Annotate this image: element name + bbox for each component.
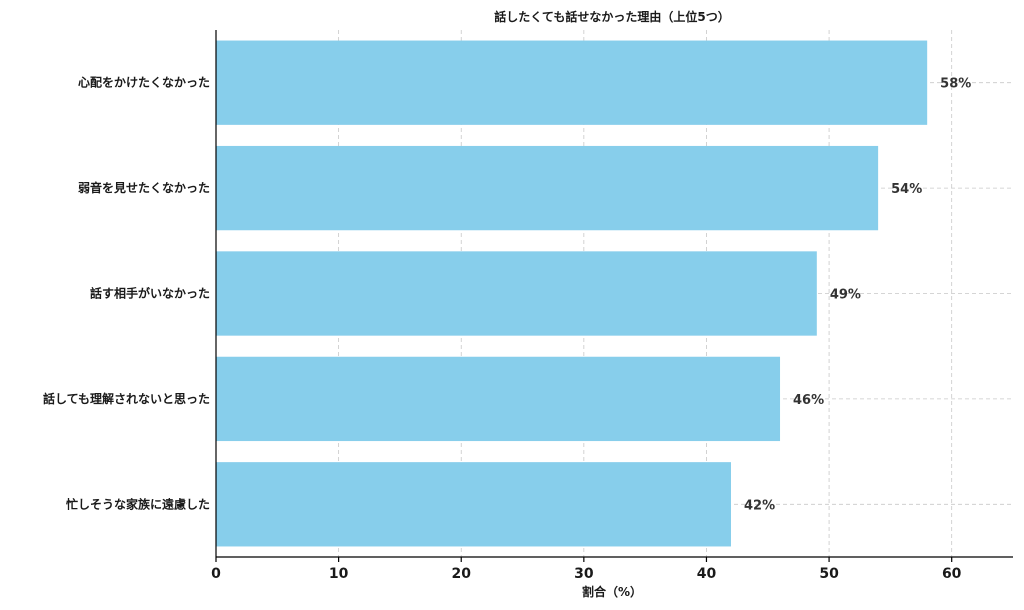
- x-tick-label: 30: [574, 566, 594, 582]
- x-axis-label: 割合（%）: [582, 584, 642, 599]
- x-tick-label: 50: [819, 566, 839, 582]
- labels: 心配をかけたくなかった 58% 弱音を見せたくなかった 54% 話す相手がいなかった 49…: [43, 75, 971, 582]
- data-label: 42%: [744, 498, 775, 513]
- bar: [216, 356, 781, 442]
- category-label: 弱音を見せたくなかった: [78, 180, 210, 195]
- bar: [216, 145, 879, 231]
- category-label: 忙しそうな家族に遠慮した: [66, 496, 210, 511]
- x-tick-label: 20: [451, 566, 471, 582]
- data-label: 46%: [793, 393, 824, 408]
- x-tick-label: 10: [329, 566, 349, 582]
- bars: [216, 40, 928, 547]
- category-label: 心配をかけたくなかった: [78, 75, 210, 90]
- data-label: 54%: [891, 182, 922, 197]
- bar: [216, 462, 731, 547]
- category-label: 話す相手がいなかった: [90, 286, 210, 301]
- data-label: 58%: [940, 77, 971, 92]
- bar: [216, 251, 817, 336]
- bar: [216, 40, 928, 125]
- chart-title: 話したくても話せなかった理由（上位5つ）: [494, 9, 729, 24]
- x-tick-label: 40: [697, 566, 717, 582]
- category-label: 話しても理解されないと思った: [43, 391, 210, 406]
- axes: [215, 30, 1013, 562]
- x-tick-label: 60: [942, 566, 962, 582]
- x-tick-label: 0: [211, 566, 221, 582]
- data-label: 49%: [830, 288, 861, 303]
